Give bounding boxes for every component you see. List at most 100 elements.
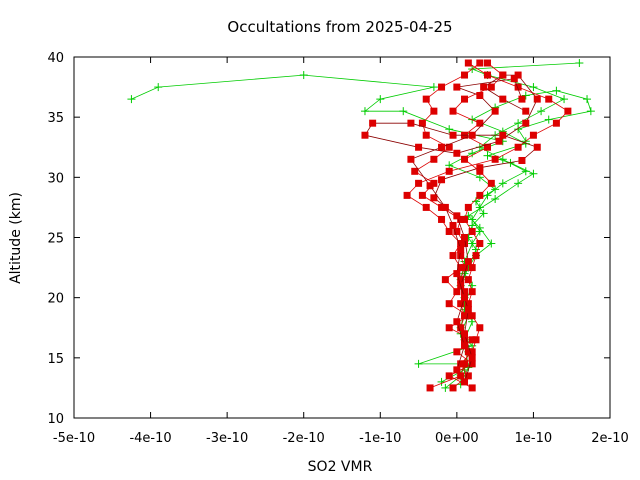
- data-point: [472, 252, 480, 260]
- y-axis-ticks: 10 15 20 25 30 35 40: [47, 51, 610, 427]
- data-point: [461, 294, 469, 302]
- data-point: [426, 182, 434, 190]
- data-point: [514, 143, 522, 151]
- series-line: [452, 62, 504, 389]
- y-tick-label: 15: [47, 352, 64, 367]
- data-point: [495, 137, 503, 145]
- data-point: [476, 240, 484, 248]
- x-tick-label: -1e-10: [359, 431, 401, 446]
- x-tick-label: -3e-10: [206, 431, 248, 446]
- data-point: [483, 143, 491, 151]
- data-point: [476, 164, 484, 172]
- x-tick-label: 0e+00: [435, 431, 479, 446]
- data-point: [522, 119, 530, 127]
- data-point: [468, 131, 476, 139]
- y-tick-label: 40: [47, 51, 64, 66]
- data-point: [514, 125, 523, 134]
- x-tick-label: -4e-10: [129, 431, 171, 446]
- data-point: [449, 384, 457, 392]
- series-layer: [127, 59, 595, 392]
- data-point: [399, 107, 408, 116]
- data-point: [586, 107, 595, 116]
- data-point: [521, 91, 530, 100]
- data-point: [430, 179, 438, 187]
- data-point: [476, 92, 484, 100]
- data-point: [480, 83, 488, 91]
- data-point: [445, 324, 453, 332]
- data-point: [441, 383, 450, 392]
- data-point: [552, 86, 561, 95]
- data-point: [475, 223, 484, 232]
- data-point: [457, 324, 465, 332]
- data-point: [498, 179, 507, 188]
- x-tick-label: -5e-10: [53, 431, 95, 446]
- data-point: [514, 179, 523, 188]
- x-tick-label: 2e-10: [591, 431, 629, 446]
- data-point: [457, 246, 465, 254]
- data-point: [422, 203, 430, 211]
- series-line: [364, 74, 539, 383]
- data-point: [472, 336, 480, 344]
- data-point: [457, 276, 465, 284]
- data-point: [583, 95, 592, 104]
- data-point: [575, 59, 584, 68]
- data-point: [441, 203, 449, 211]
- data-point: [457, 264, 465, 272]
- data-point: [464, 312, 472, 320]
- data-point: [449, 221, 457, 229]
- data-point: [476, 59, 484, 67]
- data-point: [299, 71, 308, 80]
- data-point: [461, 95, 469, 103]
- series-line: [418, 62, 580, 389]
- series-line: [460, 90, 592, 385]
- data-point: [518, 156, 526, 164]
- data-point: [426, 384, 434, 392]
- data-point: [453, 212, 461, 220]
- data-point: [499, 95, 507, 103]
- data-point: [453, 83, 461, 91]
- data-point: [487, 179, 495, 187]
- data-point: [544, 115, 553, 124]
- x-tick-label: 1e-10: [515, 431, 553, 446]
- data-point: [457, 360, 465, 368]
- data-point: [468, 348, 476, 356]
- x-tick-label: -2e-10: [283, 431, 325, 446]
- data-point: [464, 258, 472, 266]
- data-point: [468, 384, 476, 392]
- data-point: [491, 194, 500, 203]
- data-point: [483, 151, 492, 160]
- data-point: [483, 191, 492, 200]
- y-axis-label: Altitude (km): [8, 192, 24, 284]
- data-point: [438, 143, 446, 151]
- data-point: [461, 312, 469, 320]
- data-point: [457, 215, 465, 223]
- data-point: [445, 167, 453, 175]
- data-point: [453, 149, 461, 157]
- y-tick-label: 35: [47, 111, 64, 126]
- data-point: [429, 83, 438, 92]
- data-point: [468, 149, 477, 158]
- chart-title: Occultations from 2025-04-25: [227, 18, 452, 36]
- data-point: [499, 71, 507, 79]
- data-point: [461, 288, 469, 296]
- data-point: [464, 306, 472, 314]
- data-point: [457, 240, 465, 248]
- data-point: [445, 372, 453, 380]
- data-point: [468, 336, 476, 344]
- series-5: [403, 59, 572, 392]
- data-point: [476, 191, 484, 199]
- data-point: [461, 155, 469, 163]
- data-point: [491, 155, 499, 163]
- data-point: [422, 95, 430, 103]
- data-point: [552, 119, 560, 127]
- data-point: [360, 107, 369, 116]
- data-point: [468, 354, 476, 362]
- data-point: [461, 378, 469, 386]
- data-point: [430, 155, 438, 163]
- data-point: [438, 83, 446, 91]
- data-point: [445, 227, 453, 235]
- data-point: [407, 155, 415, 163]
- y-tick-label: 10: [47, 412, 64, 427]
- data-point: [518, 95, 526, 103]
- data-point: [476, 324, 484, 332]
